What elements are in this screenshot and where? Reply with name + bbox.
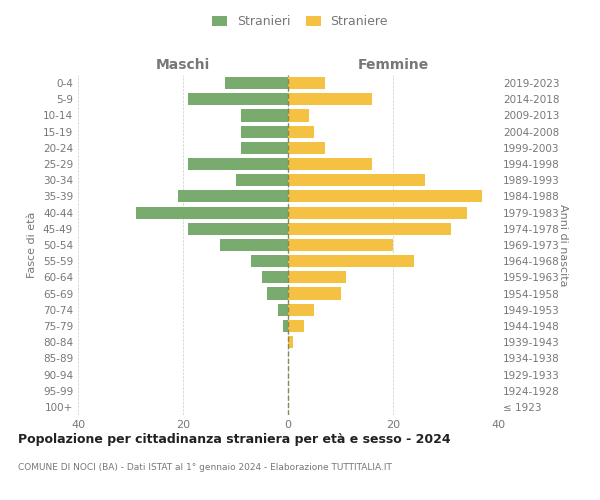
Bar	[288, 239, 393, 251]
Bar	[288, 77, 325, 89]
Bar	[178, 190, 288, 202]
Text: Popolazione per cittadinanza straniera per età e sesso - 2024: Popolazione per cittadinanza straniera p…	[18, 432, 451, 446]
Bar	[235, 174, 288, 186]
Bar	[241, 110, 288, 122]
Bar	[288, 93, 372, 106]
Bar	[288, 174, 425, 186]
Text: Maschi: Maschi	[156, 58, 210, 72]
Legend: Stranieri, Straniere: Stranieri, Straniere	[208, 11, 392, 32]
Bar	[288, 142, 325, 154]
Bar	[251, 255, 288, 268]
Bar	[262, 272, 288, 283]
Bar	[188, 93, 288, 106]
Bar	[267, 288, 288, 300]
Bar	[288, 190, 482, 202]
Bar	[277, 304, 288, 316]
Bar	[225, 77, 288, 89]
Bar	[288, 336, 293, 348]
Bar	[288, 288, 341, 300]
Bar	[288, 255, 414, 268]
Bar	[288, 272, 346, 283]
Bar	[241, 126, 288, 138]
Bar	[188, 158, 288, 170]
Bar	[241, 142, 288, 154]
Text: COMUNE DI NOCI (BA) - Dati ISTAT al 1° gennaio 2024 - Elaborazione TUTTITALIA.IT: COMUNE DI NOCI (BA) - Dati ISTAT al 1° g…	[18, 462, 392, 471]
Bar	[288, 158, 372, 170]
Bar	[136, 206, 288, 218]
Bar	[220, 239, 288, 251]
Bar	[288, 304, 314, 316]
Bar	[288, 110, 309, 122]
Bar	[288, 126, 314, 138]
Bar	[288, 206, 467, 218]
Text: Femmine: Femmine	[358, 58, 428, 72]
Bar	[283, 320, 288, 332]
Bar	[288, 320, 304, 332]
Y-axis label: Anni di nascita: Anni di nascita	[558, 204, 568, 286]
Bar	[288, 222, 451, 235]
Bar	[188, 222, 288, 235]
Y-axis label: Fasce di età: Fasce di età	[28, 212, 37, 278]
